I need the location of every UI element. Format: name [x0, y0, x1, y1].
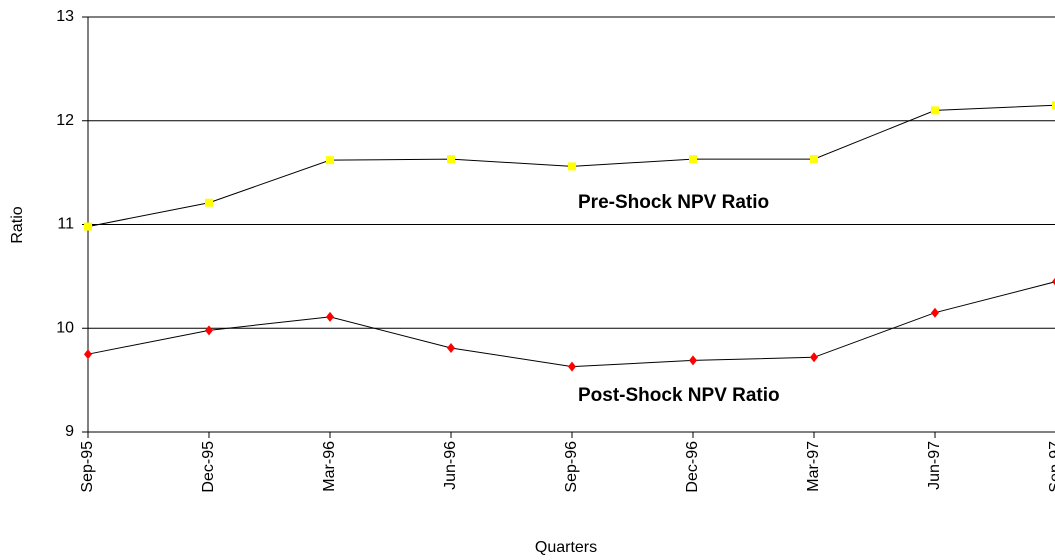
- marker: [84, 349, 92, 360]
- y-tick-label: 9: [65, 423, 74, 440]
- marker: [568, 361, 576, 372]
- marker: [689, 355, 697, 366]
- x-tick-label: Sep-96: [563, 441, 580, 493]
- marker: [326, 156, 334, 165]
- x-tick-label: Sep-97: [1047, 441, 1055, 493]
- series-label: Pre-Shock NPV Ratio: [578, 192, 769, 213]
- marker: [447, 155, 455, 164]
- marker: [447, 342, 455, 353]
- marker: [931, 307, 939, 318]
- y-axis-title: Ratio: [9, 206, 26, 243]
- series-label: Post-Shock NPV Ratio: [578, 385, 780, 406]
- marker: [689, 155, 697, 164]
- marker: [568, 162, 576, 171]
- y-tick-label: 13: [56, 8, 74, 25]
- y-tick-label: 10: [56, 319, 74, 336]
- x-tick-label: Dec-96: [684, 441, 701, 493]
- x-axis-title: Quarters: [535, 539, 597, 556]
- x-tick-label: Jun-96: [442, 441, 459, 490]
- marker: [326, 311, 334, 322]
- marker: [84, 222, 92, 231]
- y-tick-label: 11: [57, 216, 74, 233]
- x-tick-label: Jun-97: [926, 441, 943, 490]
- marker: [205, 325, 213, 336]
- x-tick-label: Mar-96: [321, 441, 338, 492]
- marker: [810, 155, 818, 164]
- x-tick-label: Mar-97: [805, 441, 822, 492]
- x-tick-label: Dec-95: [200, 441, 217, 493]
- series-line: [87, 281, 1055, 368]
- marker: [810, 352, 818, 363]
- y-tick-label: 12: [56, 112, 74, 129]
- marker: [205, 198, 213, 207]
- marker: [1052, 277, 1055, 286]
- marker: [931, 106, 939, 115]
- marker: [1052, 101, 1055, 110]
- x-tick-label: Sep-95: [79, 441, 96, 493]
